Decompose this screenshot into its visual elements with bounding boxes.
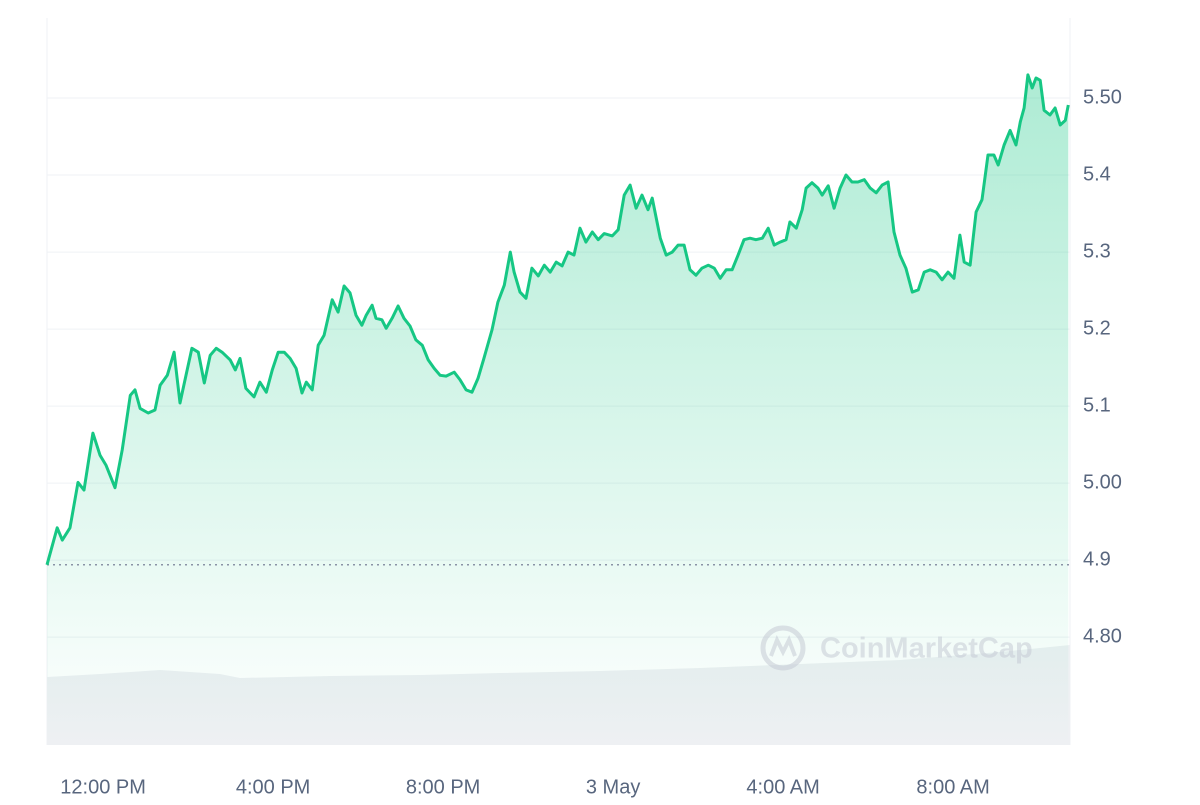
y-tick-label: 5.50	[1083, 86, 1122, 108]
watermark-text: CoinMarketCap	[820, 633, 1033, 665]
y-tick-label: 5.3	[1083, 240, 1111, 262]
x-tick-label: 3 May	[586, 776, 640, 798]
y-tick-label: 4.9	[1083, 548, 1111, 570]
x-tick-label: 12:00 PM	[60, 776, 146, 798]
y-tick-label: 5.2	[1083, 317, 1111, 339]
y-tick-label: 4.80	[1083, 625, 1122, 647]
price-area	[47, 74, 1069, 745]
x-tick-label: 4:00 AM	[746, 776, 819, 798]
y-tick-label: 5.4	[1083, 163, 1111, 185]
watermark-logo-m	[769, 635, 797, 657]
y-tick-label: 5.00	[1083, 471, 1122, 493]
x-tick-label: 8:00 AM	[916, 776, 989, 798]
x-tick-label: 8:00 PM	[406, 776, 480, 798]
watermark: CoinMarketCap	[760, 625, 1033, 671]
price-line	[45, 73, 1070, 566]
x-tick-label: 4:00 PM	[236, 776, 310, 798]
y-tick-label: 5.1	[1083, 394, 1111, 416]
watermark-logo	[760, 625, 806, 671]
